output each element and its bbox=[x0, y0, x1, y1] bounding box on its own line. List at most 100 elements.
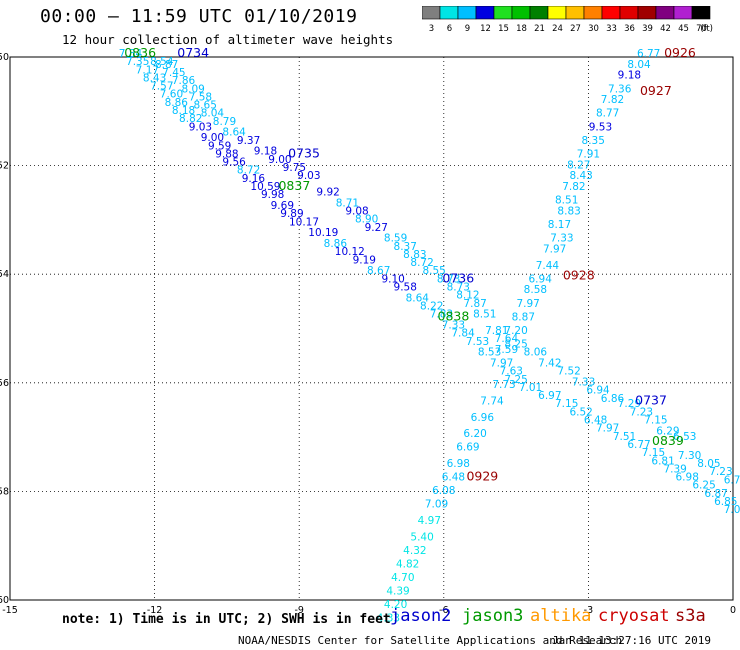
swh-data-point: 7.20 bbox=[504, 325, 527, 337]
swh-data-point: 8.17 bbox=[548, 219, 571, 231]
swh-data-point: 7.15 bbox=[555, 398, 578, 410]
swh-data-point: 4.82 bbox=[396, 558, 419, 570]
colorbar-level-label: 24 bbox=[552, 24, 563, 34]
pass-time-label: 0839 bbox=[652, 433, 684, 448]
swh-data-point: 7.45 bbox=[162, 67, 185, 79]
swh-data-point: 4.32 bbox=[403, 545, 426, 557]
colorbar-level-label: 3 bbox=[429, 24, 434, 34]
swh-data-point: 7.58 bbox=[189, 91, 212, 103]
swh-data-point: 4.20 bbox=[384, 599, 407, 611]
colorbar-unit-label: (ft) bbox=[700, 24, 713, 34]
swh-data-point: 8.73 bbox=[437, 273, 460, 285]
swh-data-point: 9.59 bbox=[208, 140, 231, 152]
swh-data-point: 9.03 bbox=[189, 121, 212, 133]
swh-data-point: 8.86 bbox=[324, 238, 348, 250]
swh-data-point: 8.22 bbox=[420, 300, 443, 312]
swh-data-point: 6.77 bbox=[627, 439, 650, 451]
swh-data-point: 8.53 bbox=[478, 347, 501, 359]
swh-data-point: 6.94 bbox=[586, 385, 610, 397]
swh-data-point: 8.77 bbox=[596, 108, 619, 120]
swh-data-point: 9.88 bbox=[215, 148, 238, 160]
colorbar-level-label: 45 bbox=[678, 24, 689, 34]
swh-data-point: 9.18 bbox=[618, 70, 641, 82]
swh-data-point: 7.74 bbox=[480, 396, 504, 408]
swh-data-point: 7.97 bbox=[596, 423, 619, 435]
swh-data-point: 6.81 bbox=[651, 455, 674, 467]
swh-data-point: 6.86 bbox=[601, 393, 625, 405]
swh-data-point: 8.72 bbox=[410, 257, 433, 269]
swh-data-point: 8.27 bbox=[567, 159, 590, 171]
swh-data-point: 7.87 bbox=[463, 298, 486, 310]
swh-data-point: 8.87 bbox=[512, 311, 535, 323]
swh-data-point: 6.98 bbox=[447, 458, 470, 470]
swh-data-point: 9.37 bbox=[237, 135, 260, 147]
y-tick-label: -50 bbox=[0, 52, 9, 63]
satellite-legend-jason2: jason2 bbox=[390, 606, 452, 626]
colorbar-swatch bbox=[691, 6, 711, 20]
swh-data-point: 9.27 bbox=[365, 222, 388, 234]
colorbar-level-label: 42 bbox=[660, 24, 671, 34]
swh-data-point: 4.33 bbox=[377, 613, 400, 625]
swh-data-point: 7.97 bbox=[490, 358, 513, 370]
swh-data-point: 6.48 bbox=[442, 472, 465, 484]
swh-data-point: 6.96 bbox=[471, 412, 495, 424]
swh-data-point: 6.98 bbox=[676, 472, 699, 484]
swh-data-point: 9.08 bbox=[345, 205, 368, 217]
pass-time-label: 0929 bbox=[466, 469, 498, 484]
x-tick-label: -15 bbox=[2, 605, 18, 616]
swh-data-point: 7.81 bbox=[485, 325, 508, 337]
swh-data-point: 7.91 bbox=[577, 148, 600, 160]
colorbar-level-label: 27 bbox=[570, 24, 581, 34]
swh-data-point: 7.84 bbox=[119, 48, 143, 60]
swh-data-point: 7.36 bbox=[608, 83, 632, 95]
swh-data-point: 4.70 bbox=[391, 572, 414, 584]
swh-data-point: 9.89 bbox=[280, 208, 303, 220]
swh-data-point: 8.64 bbox=[406, 292, 430, 304]
pass-time-label: 0837 bbox=[278, 178, 310, 193]
color-scale-legend: 3 6 9 12 15 18 21 24 27 30 33 36 39 42 45 70(ft) bbox=[422, 6, 713, 34]
swh-data-point: 9.98 bbox=[261, 189, 284, 201]
swh-data-point: 6.53 bbox=[673, 431, 696, 443]
swh-data-point: 7.73 bbox=[492, 379, 515, 391]
swh-data-point: 7.63 bbox=[500, 366, 523, 378]
swh-data-point: 8.67 bbox=[367, 265, 390, 277]
swh-data-point: 7.52 bbox=[557, 366, 580, 378]
swh-data-point: 9.18 bbox=[254, 146, 277, 158]
swh-data-point: 8.18 bbox=[172, 105, 195, 117]
swh-data-point: 10.12 bbox=[335, 246, 365, 258]
y-tick-label: -54 bbox=[0, 269, 9, 280]
swh-data-point: 9.16 bbox=[242, 173, 266, 185]
swh-data-point: 6.25 bbox=[692, 480, 715, 492]
swh-data-point: 8.51 bbox=[473, 309, 496, 321]
swh-data-point: 9.00 bbox=[201, 132, 224, 144]
swh-data-point: 8.55 bbox=[422, 265, 445, 277]
y-tick-label: -52 bbox=[0, 161, 9, 172]
swh-data-point: 4.39 bbox=[386, 586, 409, 598]
swh-data-point: 8.04 bbox=[627, 59, 651, 71]
swh-data-point: 7.33 bbox=[442, 320, 465, 332]
swh-data-point: 7.33 bbox=[572, 377, 595, 389]
swh-data-point: 8.86 bbox=[165, 97, 189, 109]
swh-data-point: 8.58 bbox=[524, 284, 547, 296]
swh-data-point: 8.54 bbox=[150, 56, 174, 68]
colorbar-level-label: 39 bbox=[642, 24, 653, 34]
swh-data-point: 8.87 bbox=[155, 59, 178, 71]
swh-data-point: 8.06 bbox=[524, 347, 548, 359]
colorbar-level-label: 70 bbox=[696, 24, 707, 34]
colorbar-level-label: 18 bbox=[516, 24, 527, 34]
swh-data-point: 7.23 bbox=[709, 466, 732, 478]
swh-data-point: 8.79 bbox=[213, 116, 236, 128]
swh-data-point: 6.52 bbox=[569, 406, 592, 418]
swh-data-point: 7.01 bbox=[519, 382, 542, 394]
swh-data-point: 10.19 bbox=[308, 227, 338, 239]
swh-data-point: 8.43 bbox=[569, 170, 592, 182]
swh-data-point: 10.59 bbox=[250, 181, 280, 193]
swh-data-point: 9.56 bbox=[222, 157, 246, 169]
swh-data-point: 7.04 bbox=[724, 504, 740, 516]
colorbar-level-label: 21 bbox=[534, 24, 545, 34]
chart-subtitle: 12 hour collection of altimeter wave hei… bbox=[62, 32, 394, 47]
swh-data-point: 8.37 bbox=[394, 241, 417, 253]
swh-data-point: 9.00 bbox=[268, 154, 291, 166]
swh-data-point: 7.15 bbox=[644, 415, 667, 427]
